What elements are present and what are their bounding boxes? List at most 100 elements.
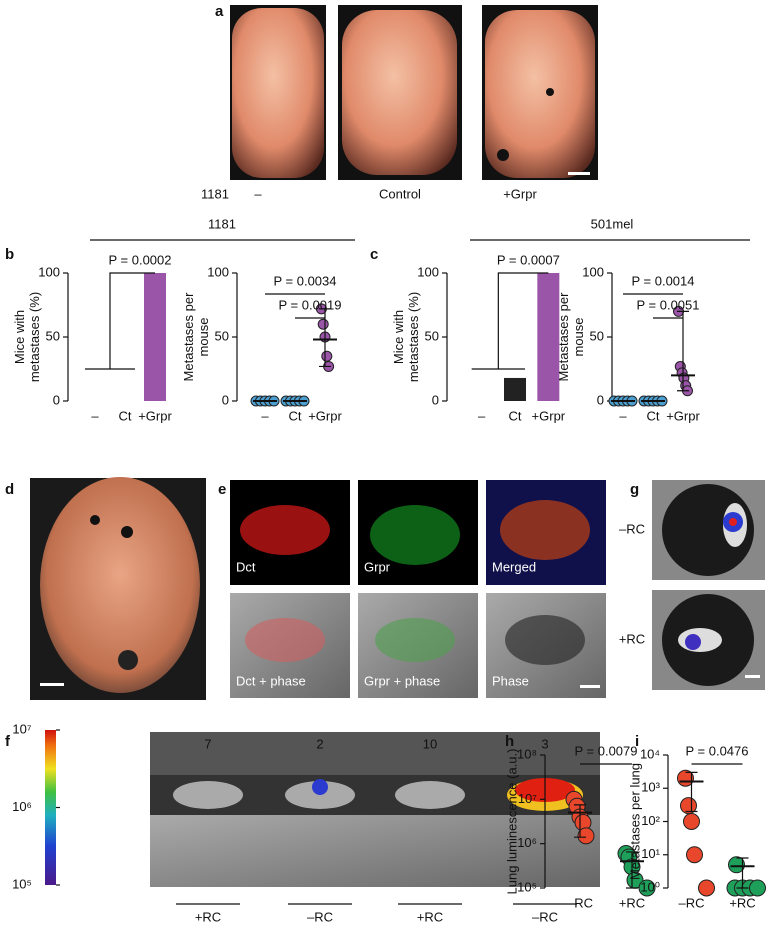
group-label: –RC (532, 909, 558, 924)
data-point (749, 879, 766, 897)
panel-letter: g (630, 481, 639, 498)
x-tick-label: +Grpr (138, 408, 172, 423)
image-label: +RC (619, 631, 645, 646)
mouse-number: 3 (541, 736, 548, 751)
y-tick-label: 100 (207, 264, 229, 279)
y-tick-label: 10³ (641, 780, 660, 795)
y-tick-label: 50 (215, 328, 229, 343)
significance-bracket (471, 272, 549, 370)
bar (504, 377, 526, 401)
mouse-number: 7 (204, 736, 211, 751)
y-axis-label: Metastases per (556, 292, 571, 382)
group-label: 501mel (591, 216, 634, 231)
colorbar-label: 10⁵ (12, 876, 32, 891)
y-tick-label: 10⁴ (640, 746, 660, 761)
image-label: –RC (619, 521, 645, 536)
y-tick-label: 0 (222, 392, 229, 407)
x-tick-label: +Grpr (308, 408, 342, 423)
panel-g-images (652, 480, 765, 690)
group-label: –RC (307, 909, 333, 924)
p-value: P = 0.0019 (278, 297, 341, 312)
y-tick-label: 100 (417, 264, 439, 279)
condition-label: +Grpr (503, 186, 537, 201)
x-tick-label: Ct (509, 408, 522, 423)
mouse-number: 2 (316, 736, 323, 751)
range-bar (736, 857, 749, 889)
bar (537, 273, 560, 401)
panel-letter: b (5, 246, 14, 263)
data-point (728, 856, 745, 874)
x-tick-label: +RC (729, 895, 755, 910)
y-axis-label: Mice with (391, 310, 406, 364)
image-label: Merged (492, 559, 536, 574)
p-value: P = 0.0034 (273, 273, 336, 288)
y-axis-label: metastases (%) (406, 292, 421, 382)
panel-a-images (230, 5, 598, 180)
panel-letter: f (5, 733, 11, 750)
x-tick-label: Ct (647, 408, 660, 423)
y-axis-label: Metastases per lung (627, 763, 642, 880)
image-label: Dct + phase (236, 673, 306, 688)
p-value: P = 0.0476 (685, 743, 748, 758)
x-tick-label: Ct (119, 408, 132, 423)
group-label: +RC (195, 909, 221, 924)
data-point (317, 318, 329, 330)
p-value: P = 0.0079 (574, 743, 637, 758)
image-label: Phase (492, 673, 529, 688)
condition-label: 1181 (201, 186, 229, 201)
x-tick-label: – (91, 408, 99, 423)
y-axis-label: mouse (196, 317, 211, 356)
y-tick-label: 100 (582, 264, 604, 279)
x-tick-label: +Grpr (532, 408, 566, 423)
range-bar (626, 851, 638, 889)
p-value: P = 0.0014 (631, 273, 694, 288)
panel-letter: a (215, 3, 224, 20)
panel-letter: c (370, 246, 378, 263)
x-tick-label: – (261, 408, 269, 423)
colorbar-label: 10⁶ (12, 799, 32, 814)
x-tick-label: – (478, 408, 486, 423)
data-point (683, 813, 700, 830)
data-point (698, 879, 715, 897)
panel-letter: e (218, 481, 226, 498)
y-axis-label: Metastases per (181, 292, 196, 382)
image-label: Grpr + phase (364, 673, 440, 688)
p-value: P = 0.0002 (108, 252, 171, 267)
bar (144, 273, 166, 401)
y-axis-label: metastases (%) (27, 292, 42, 382)
group-label: 1181 (208, 216, 236, 231)
y-tick-label: 100 (38, 264, 60, 279)
y-tick-label: 10⁸ (517, 746, 537, 761)
panel-e-images (230, 480, 606, 698)
panel-f-image (45, 730, 600, 887)
data-point (321, 350, 333, 362)
x-tick-label: – (619, 408, 627, 423)
y-tick-label: 10¹ (641, 846, 660, 861)
panel-d-image (30, 477, 206, 700)
data-point (686, 846, 703, 864)
y-tick-label: 10⁰ (640, 879, 660, 894)
y-tick-label: 0 (432, 392, 439, 407)
panel-letter: i (635, 733, 639, 750)
range-bar (574, 804, 586, 838)
colorbar-label: 10⁷ (12, 721, 31, 736)
condition-label: – (254, 186, 262, 201)
y-tick-label: 10² (641, 813, 660, 828)
y-tick-label: 0 (53, 392, 60, 407)
x-tick-label: Ct (289, 408, 302, 423)
y-tick-label: 10⁷ (518, 791, 537, 806)
condition-label: Control (379, 186, 421, 201)
y-tick-label: 50 (425, 328, 439, 343)
image-label: Dct (236, 559, 256, 574)
group-label: +RC (417, 909, 443, 924)
p-value: P = 0.0051 (636, 297, 699, 312)
x-tick-label: +RC (619, 895, 645, 910)
y-axis-label: mouse (571, 317, 586, 356)
y-tick-label: 0 (597, 392, 604, 407)
y-axis-label: Mice with (12, 310, 27, 364)
panel-letter: h (505, 733, 514, 750)
data-point (638, 879, 656, 897)
y-axis-label: Lung luminescence (a.u.) (504, 749, 519, 895)
data-point (577, 827, 595, 845)
